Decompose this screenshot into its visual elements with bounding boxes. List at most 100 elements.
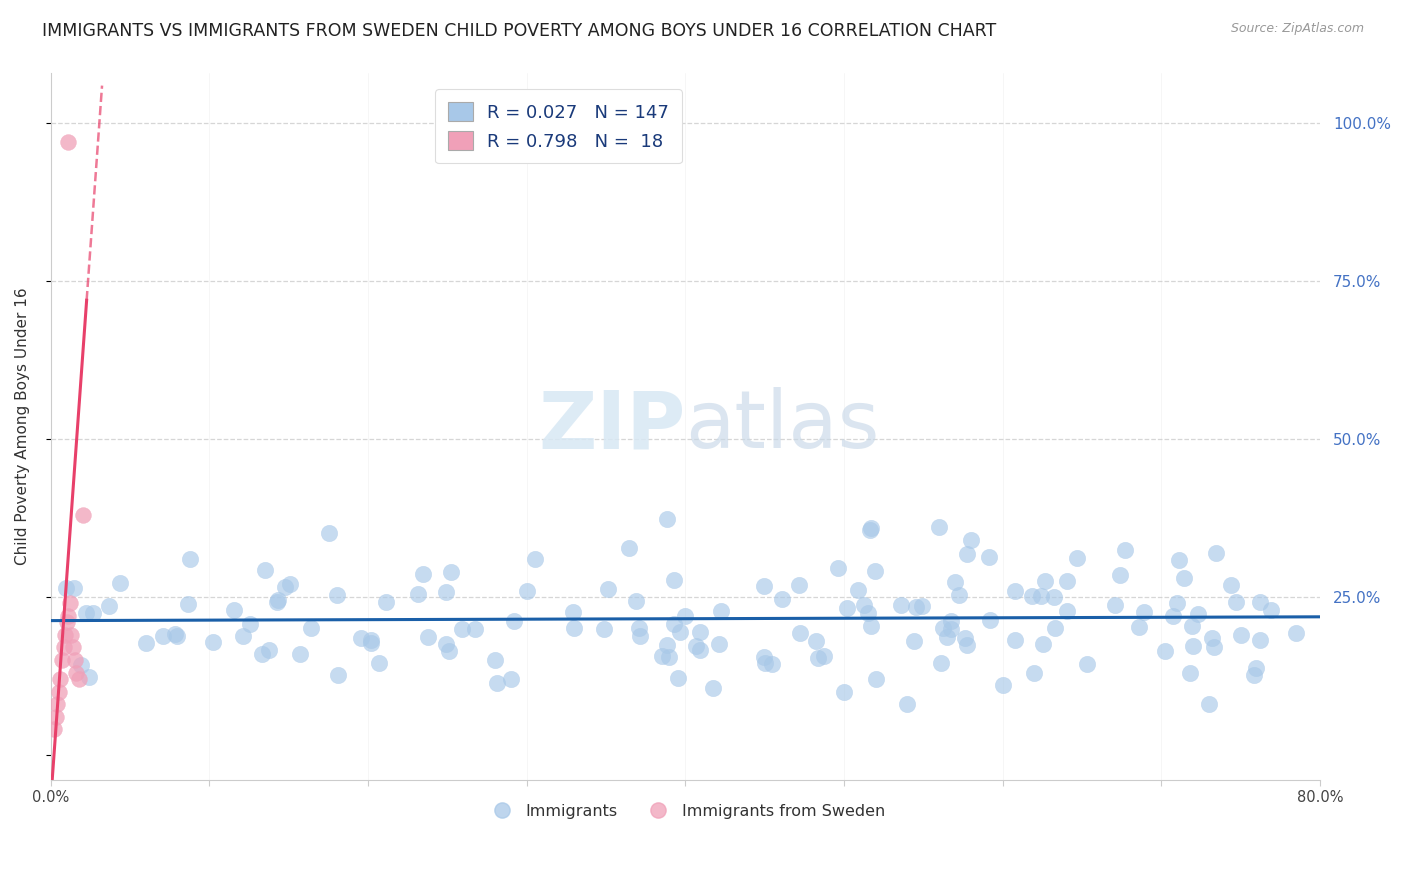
Point — [1021, 589, 1043, 603]
Point — [628, 621, 651, 635]
Point — [1204, 640, 1226, 654]
Point — [1220, 578, 1243, 592]
Point — [222, 602, 245, 616]
Point — [374, 594, 396, 608]
Point — [651, 648, 673, 663]
Point — [789, 626, 811, 640]
Point — [55, 615, 77, 629]
Point — [177, 597, 200, 611]
Point — [859, 523, 882, 537]
Point — [58, 136, 80, 150]
Point — [110, 576, 132, 591]
Point — [51, 653, 73, 667]
Point — [813, 649, 835, 664]
Point — [807, 650, 830, 665]
Point — [53, 628, 76, 642]
Point — [852, 598, 875, 612]
Point — [65, 665, 87, 680]
Point — [328, 668, 350, 682]
Point — [596, 582, 619, 596]
Point — [1205, 546, 1227, 560]
Point — [503, 614, 526, 628]
Point — [1198, 697, 1220, 711]
Point — [890, 598, 912, 612]
Point — [434, 637, 457, 651]
Point — [360, 635, 382, 649]
Point — [42, 723, 65, 737]
Legend: Immigrants, Immigrants from Sweden: Immigrants, Immigrants from Sweden — [479, 797, 891, 825]
Point — [1243, 667, 1265, 681]
Point — [1043, 621, 1066, 635]
Text: Source: ZipAtlas.com: Source: ZipAtlas.com — [1230, 22, 1364, 36]
Point — [662, 616, 685, 631]
Point — [754, 650, 776, 665]
Text: IMMIGRANTS VS IMMIGRANTS FROM SWEDEN CHILD POVERTY AMONG BOYS UNDER 16 CORRELATI: IMMIGRANTS VS IMMIGRANTS FROM SWEDEN CHI… — [42, 22, 997, 40]
Point — [232, 629, 254, 643]
Text: ZIP: ZIP — [538, 387, 685, 466]
Point — [905, 600, 928, 615]
Point — [1076, 657, 1098, 671]
Point — [953, 631, 976, 645]
Point — [67, 672, 90, 686]
Point — [593, 622, 616, 636]
Point — [896, 697, 918, 711]
Point — [1166, 596, 1188, 610]
Point — [948, 587, 970, 601]
Point — [754, 657, 776, 671]
Point — [562, 621, 585, 635]
Point — [1173, 571, 1195, 585]
Point — [846, 582, 869, 597]
Point — [360, 633, 382, 648]
Point — [689, 625, 711, 640]
Point — [863, 564, 886, 578]
Point — [628, 629, 651, 643]
Point — [412, 567, 434, 582]
Point — [97, 599, 120, 614]
Point — [959, 533, 981, 547]
Point — [707, 637, 730, 651]
Point — [1285, 626, 1308, 640]
Point — [516, 583, 538, 598]
Point — [523, 551, 546, 566]
Point — [63, 653, 86, 667]
Point — [288, 648, 311, 662]
Point — [1108, 567, 1130, 582]
Point — [55, 581, 77, 595]
Point — [939, 614, 962, 628]
Point — [1066, 551, 1088, 566]
Point — [299, 621, 322, 635]
Point — [936, 630, 959, 644]
Point — [658, 650, 681, 665]
Point — [464, 622, 486, 636]
Point — [617, 541, 640, 556]
Point — [1032, 637, 1054, 651]
Point — [46, 697, 69, 711]
Point — [1056, 574, 1078, 588]
Point — [1260, 603, 1282, 617]
Point — [1004, 584, 1026, 599]
Point — [1181, 640, 1204, 654]
Point — [1225, 595, 1247, 609]
Point — [655, 512, 678, 526]
Point — [484, 653, 506, 667]
Point — [63, 581, 86, 595]
Point — [485, 676, 508, 690]
Point — [72, 508, 94, 522]
Point — [929, 656, 952, 670]
Point — [624, 593, 647, 607]
Point — [979, 613, 1001, 627]
Point — [1249, 595, 1271, 609]
Point — [326, 588, 349, 602]
Point — [673, 608, 696, 623]
Point — [955, 547, 977, 561]
Point — [439, 644, 461, 658]
Point — [856, 606, 879, 620]
Point — [787, 578, 810, 592]
Point — [832, 684, 855, 698]
Point — [1029, 589, 1052, 603]
Point — [1244, 661, 1267, 675]
Point — [1168, 553, 1191, 567]
Point — [1133, 605, 1156, 619]
Point — [1181, 618, 1204, 632]
Point — [685, 639, 707, 653]
